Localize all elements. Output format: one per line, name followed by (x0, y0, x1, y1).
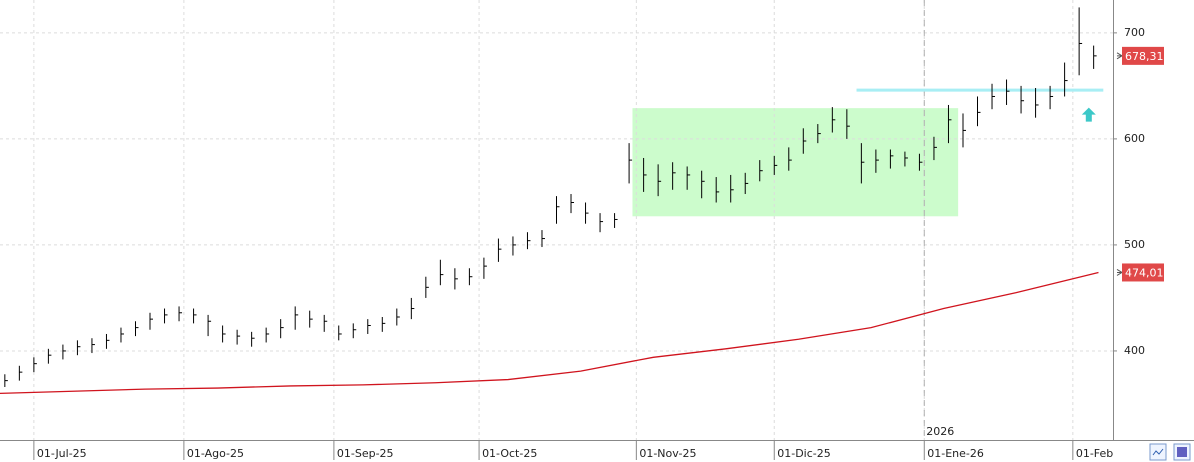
x-tick-label: 01-Ene-26 (927, 447, 984, 460)
zoom-button[interactable] (1149, 443, 1167, 461)
up-arrow (1081, 107, 1096, 122)
price-pointer (1116, 52, 1123, 60)
price-label-box (1122, 263, 1164, 282)
x-tick-label: 01-Sep-25 (337, 447, 394, 460)
y-tick-label: 400 (1124, 344, 1145, 357)
x-tick-label: 01-Nov-25 (639, 447, 696, 460)
x-tick-label: 01-Oct-25 (482, 447, 537, 460)
price-pointer (1116, 269, 1123, 276)
plot-layer (0, 0, 1113, 440)
y-tick-label: 500 (1124, 238, 1145, 251)
moving-average-line (0, 271, 1099, 394)
x-tick-label: 01-Ago-25 (187, 447, 244, 460)
price-label: 678,31 (1125, 50, 1164, 63)
zoom-icon (1152, 448, 1164, 456)
year-marker-label: 2026 (926, 425, 954, 438)
save-icon (1177, 447, 1187, 457)
price-label: 474,01 (1125, 266, 1164, 279)
y-tick-label: 700 (1124, 26, 1145, 39)
price-label-box (1122, 46, 1164, 65)
x-tick-label: 01-Feb (1076, 447, 1113, 460)
x-tick-label: 01-Jul-25 (37, 447, 87, 460)
y-tick-label: 600 (1124, 132, 1145, 145)
highlight-zone (632, 108, 959, 217)
x-tick-label: 01-Dic-25 (777, 447, 831, 460)
